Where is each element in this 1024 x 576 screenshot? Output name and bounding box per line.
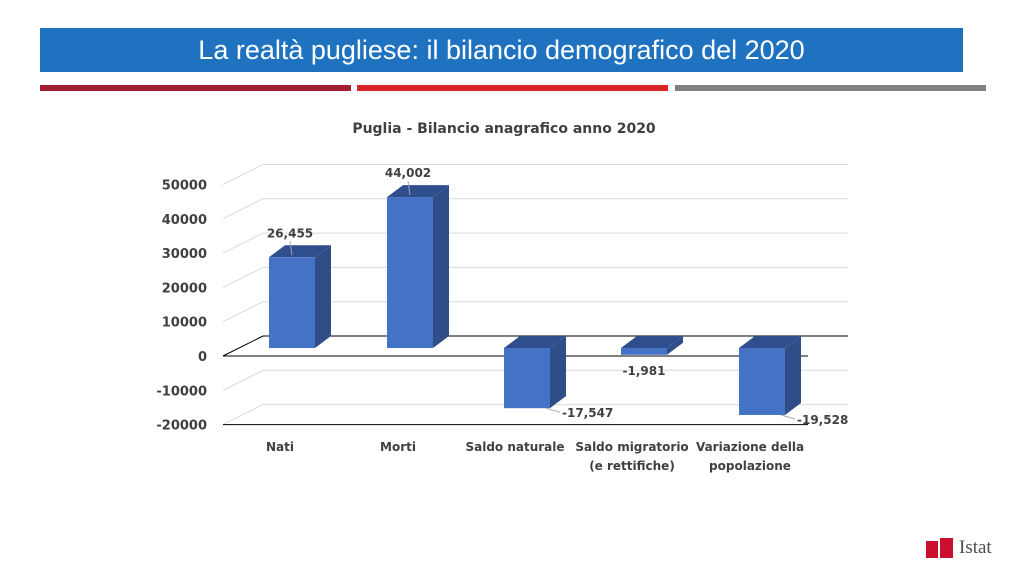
bar-4 [621,336,683,355]
bar-1 [269,245,331,348]
leader-line [545,407,561,413]
istat-logo-mark [926,538,956,558]
istat-logo: Istat [926,537,992,559]
leader-line [289,241,293,256]
y-tick-label: 10000 [162,316,207,331]
bar-front [739,348,785,415]
bar-side [667,336,683,355]
x-tick-label: Saldo migratorio [575,440,688,454]
chart-title: Puglia - Bilancio anagrafico anno 2020 [352,121,656,137]
logo-text: Istat [959,537,992,558]
zero-baseline-diagonal [222,335,264,357]
bar-side [550,336,566,409]
x-tick-label: (e rettifiche) [589,459,675,473]
leader-line [780,414,796,420]
bar-front [387,197,433,348]
bar-top [621,336,683,348]
data-label: -17,547 [562,406,613,420]
y-tick-label: -10000 [156,384,207,399]
bar-top [269,245,331,258]
x-tick-label: Morti [380,440,416,454]
divider-rule-2 [357,85,668,91]
bar-side [315,245,331,348]
bar-side [433,185,449,348]
y-tick-label: 0 [198,350,207,365]
x-tick-label: popolazione [709,459,791,473]
bar-side [785,336,801,415]
bar-top [739,336,801,348]
x-tick-label: Nati [266,440,294,454]
bar-front [269,257,315,348]
data-label: -19,528 [797,413,848,427]
slide-title: La realtà pugliese: il bilancio demograf… [198,34,805,65]
x-tick-label: Variazione della [696,440,804,454]
divider-rule-3 [675,85,986,91]
grid-diagonal [222,164,264,185]
y-tick-label: 50000 [162,179,207,194]
bar-5 [739,336,801,415]
grid-diagonal [222,369,264,391]
leader-line [407,181,411,196]
y-tick-label: 30000 [162,247,207,262]
data-label: -1,981 [623,364,666,378]
y-tick-label: 20000 [162,281,207,296]
slide-title-bar: La realtà pugliese: il bilancio demograf… [40,28,963,72]
bar-front [621,348,667,355]
y-tick-label: 40000 [162,213,207,228]
bar-top [387,185,449,198]
x-tick-label: Saldo naturale [465,440,564,454]
data-label: 26,455 [267,226,313,240]
data-label: 44,002 [385,166,431,180]
bar-3 [504,336,566,409]
bar-top [504,336,566,348]
grid-diagonal [222,266,264,288]
grid-diagonal [222,404,264,426]
y-tick-label: -20000 [156,419,207,434]
divider-rule-1 [40,85,351,91]
grid-diagonal [222,198,264,220]
grid-diagonal [222,232,264,254]
bar-2 [387,185,449,348]
grid-diagonal [222,301,264,323]
bar-front [504,348,550,409]
